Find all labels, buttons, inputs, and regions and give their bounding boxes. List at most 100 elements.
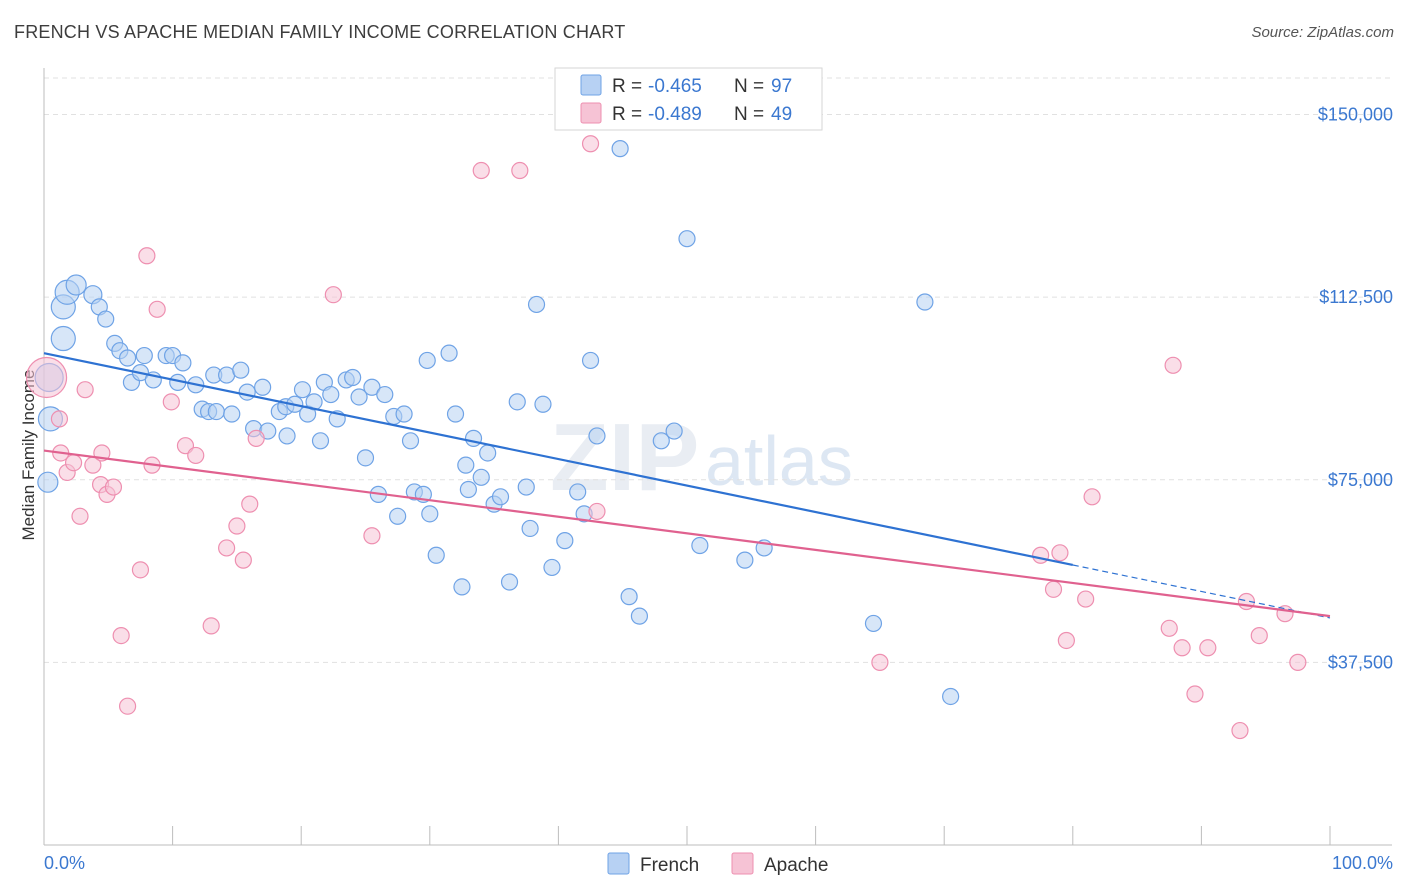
data-point-french: [376, 385, 394, 404]
data-point-french: [254, 378, 272, 396]
data-point-apache: [50, 410, 69, 428]
data-point-apache: [1199, 639, 1217, 657]
data-point-apache: [363, 527, 381, 545]
data-point-french: [864, 614, 883, 633]
data-point-french: [517, 478, 535, 496]
legend-apache-n-label: N =: [734, 104, 764, 125]
bottom-legend-apache: Apache: [764, 855, 828, 876]
data-point-french: [395, 405, 413, 423]
data-point-french: [665, 422, 683, 440]
data-point-french: [491, 488, 510, 506]
bottom-legend: French Apache: [607, 852, 828, 876]
data-point-apache: [1032, 546, 1050, 564]
x-tick-label: 100.0%: [1332, 853, 1393, 873]
trend-line-french-extension: [1072, 564, 1331, 619]
data-point-french: [942, 687, 960, 706]
data-point-apache: [1057, 631, 1075, 650]
source-label: Source: ZipAtlas.com: [1251, 24, 1394, 41]
trend-line-french: [43, 352, 1074, 567]
data-point-apache: [1173, 639, 1191, 657]
legend-swatch-apache: [580, 102, 602, 124]
bottom-legend-french: French: [640, 855, 699, 876]
legend-french-r-value: -0.465: [648, 76, 702, 97]
data-point-apache: [324, 286, 342, 304]
data-point-apache: [138, 247, 156, 265]
data-point-french: [322, 385, 340, 404]
y-tick-label: $75,000: [1328, 470, 1393, 490]
legend-french-n-value: 97: [771, 76, 792, 97]
data-point-french: [464, 429, 483, 447]
tick-labels: $37,500 $75,000 $112,500 $150,000 0.0% 100.0%: [44, 105, 1393, 873]
data-point-french: [418, 351, 436, 370]
data-point-apache: [1051, 544, 1069, 562]
data-point-french: [556, 532, 574, 550]
data-point-french: [427, 546, 445, 564]
data-point-french: [652, 432, 670, 450]
legend-apache-n-value: 49: [771, 104, 792, 125]
axes: [43, 68, 1392, 846]
data-point-french: [421, 505, 439, 523]
data-point-french: [588, 427, 606, 445]
top-legend: R = -0.465 N = 97 R = -0.489 N = 49: [554, 67, 823, 131]
data-point-french: [527, 295, 546, 314]
data-point-apache: [588, 502, 606, 521]
data-point-french: [472, 468, 490, 486]
data-point-apache: [472, 161, 490, 180]
data-point-french: [440, 344, 458, 362]
data-point-french: [508, 393, 526, 411]
data-point-apache: [581, 135, 600, 153]
data-point-french: [543, 558, 561, 577]
legend-swatch-french: [580, 74, 602, 96]
data-point-french: [611, 140, 629, 158]
data-point-french: [630, 607, 649, 625]
data-point-french: [453, 578, 471, 596]
data-point-apache: [25, 356, 68, 399]
data-point-french: [350, 388, 368, 406]
data-point-french: [174, 354, 192, 372]
data-point-apache: [131, 561, 150, 579]
data-point-apache: [228, 517, 246, 535]
bottom-legend-swatch-french: [607, 852, 630, 875]
data-point-french: [293, 381, 312, 399]
y-axis-title: Median Family Income: [19, 369, 38, 540]
data-point-apache: [76, 381, 94, 399]
data-point-apache: [1083, 488, 1101, 506]
data-point-french: [278, 427, 296, 445]
legend-french-r-label: R =: [612, 76, 642, 97]
data-point-french: [581, 351, 600, 370]
legend-apache-r-label: R =: [612, 104, 642, 125]
data-point-apache: [1231, 721, 1249, 740]
data-point-french: [479, 444, 497, 462]
y-tick-label: $150,000: [1318, 105, 1393, 125]
x-tick-label: 0.0%: [44, 853, 85, 873]
data-point-french: [401, 432, 420, 450]
data-point-apache: [1164, 356, 1182, 374]
data-point-apache: [187, 446, 205, 465]
data-point-apache: [871, 653, 889, 671]
data-point-french: [916, 293, 934, 311]
data-point-apache: [234, 551, 252, 569]
data-point-apache: [112, 626, 130, 645]
data-point-french: [344, 368, 362, 387]
data-point-french: [569, 483, 587, 501]
data-point-french: [457, 456, 475, 474]
trend-lines: [43, 352, 1331, 619]
data-point-french: [356, 449, 375, 467]
data-point-apache: [1289, 653, 1307, 671]
data-point-apache: [1250, 626, 1268, 645]
data-point-apache: [202, 617, 220, 635]
data-point-french: [363, 378, 381, 396]
data-point-french: [223, 405, 241, 423]
data-point-french: [534, 395, 552, 413]
legend-apache-r-value: -0.489: [648, 104, 702, 125]
data-point-apache: [1044, 580, 1063, 598]
data-point-apache: [148, 300, 166, 318]
data-point-apache: [218, 539, 236, 557]
data-point-apache: [64, 454, 83, 472]
data-point-french: [500, 573, 519, 591]
data-point-apache: [1160, 619, 1178, 637]
data-point-french: [620, 588, 638, 606]
data-point-french: [311, 432, 330, 450]
series-apache-points: [25, 135, 1307, 740]
data-point-apache: [104, 478, 123, 496]
